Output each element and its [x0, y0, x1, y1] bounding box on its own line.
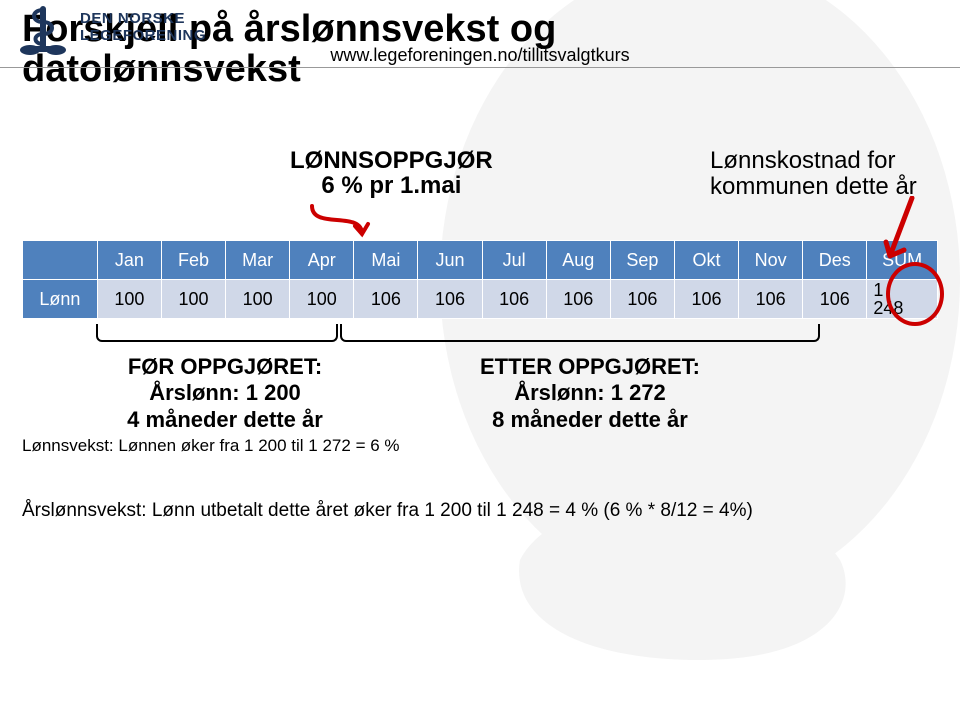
- value-cell: 106: [418, 280, 482, 319]
- arslonnsvekst-line: Årslønnsvekst: Lønn utbetalt dette året …: [22, 500, 753, 522]
- value-cell: 106: [674, 280, 738, 319]
- after-line-3: 8 måneder dette år: [440, 407, 740, 433]
- month-header: Des: [803, 241, 867, 280]
- logo-line-1: DEN NORSKE: [80, 10, 185, 27]
- table-corner: [23, 241, 98, 280]
- month-header: Jan: [97, 241, 161, 280]
- lonnsvekst-line: Lønnsvekst: Lønnen øker fra 1 200 til 1 …: [22, 436, 400, 456]
- logo-text: DEN NORSKE LEGEFORENING: [80, 11, 206, 44]
- footer-url: www.legeforeningen.no/tillitsvalgtkurs: [0, 45, 960, 66]
- after-line-2: Årslønn: 1 272: [440, 380, 740, 406]
- month-header: Mar: [226, 241, 290, 280]
- before-line-1: FØR OPPGJØRET:: [60, 354, 390, 380]
- row-label: Lønn: [23, 280, 98, 319]
- table-value-row: Lønn 10010010010010610610610610610610610…: [23, 280, 938, 319]
- month-header: Aug: [546, 241, 610, 280]
- after-line-1: ETTER OPPGJØRET:: [440, 354, 740, 380]
- value-cell: 100: [226, 280, 290, 319]
- arrow-to-sum-icon: [882, 196, 918, 268]
- month-header: Nov: [739, 241, 803, 280]
- footer-divider: [0, 67, 960, 68]
- before-line-2: Årslønn: 1 200: [60, 380, 390, 406]
- month-header: Sep: [610, 241, 674, 280]
- before-line-3: 4 måneder dette år: [60, 407, 390, 433]
- value-cell: 106: [546, 280, 610, 319]
- month-header: Okt: [674, 241, 738, 280]
- value-cell: 106: [354, 280, 418, 319]
- table-header-row: JanFebMarAprMaiJunJulAugSepOktNovDesSUM: [23, 241, 938, 280]
- kostnad-line-1: Lønnskostnad for: [710, 147, 895, 174]
- salary-table: JanFebMarAprMaiJunJulAugSepOktNovDesSUM …: [22, 240, 938, 319]
- oppgjor-line-1: LØNNSOPPGJØR: [290, 147, 493, 174]
- value-cell: 106: [739, 280, 803, 319]
- logo-line-2: LEGEFORENING: [80, 27, 206, 44]
- value-cell: 100: [97, 280, 161, 319]
- value-cell: 106: [610, 280, 674, 319]
- month-header: Apr: [290, 241, 354, 280]
- sum-highlight-circle: [886, 262, 944, 326]
- curly-arrow-icon: [302, 200, 372, 244]
- value-cell: 106: [482, 280, 546, 319]
- bracket-right: [340, 324, 820, 342]
- after-block: ETTER OPPGJØRET: Årslønn: 1 272 8 månede…: [440, 354, 740, 433]
- before-block: FØR OPPGJØRET: Årslønn: 1 200 4 måneder …: [60, 354, 390, 433]
- month-header: Jul: [482, 241, 546, 280]
- month-header: Jun: [418, 241, 482, 280]
- value-cell: 100: [290, 280, 354, 319]
- oppgjor-line-2: 6 % pr 1.mai: [321, 172, 461, 199]
- month-header: Feb: [161, 241, 225, 280]
- value-cell: 106: [803, 280, 867, 319]
- value-cell: 100: [161, 280, 225, 319]
- cost-label: Lønnskostnad for kommunen dette år: [710, 148, 917, 201]
- salary-settlement-label: LØNNSOPPGJØR 6 % pr 1.mai: [290, 148, 493, 198]
- bracket-left: [96, 324, 338, 342]
- month-header: Mai: [354, 241, 418, 280]
- watermark-bg: [0, 0, 960, 704]
